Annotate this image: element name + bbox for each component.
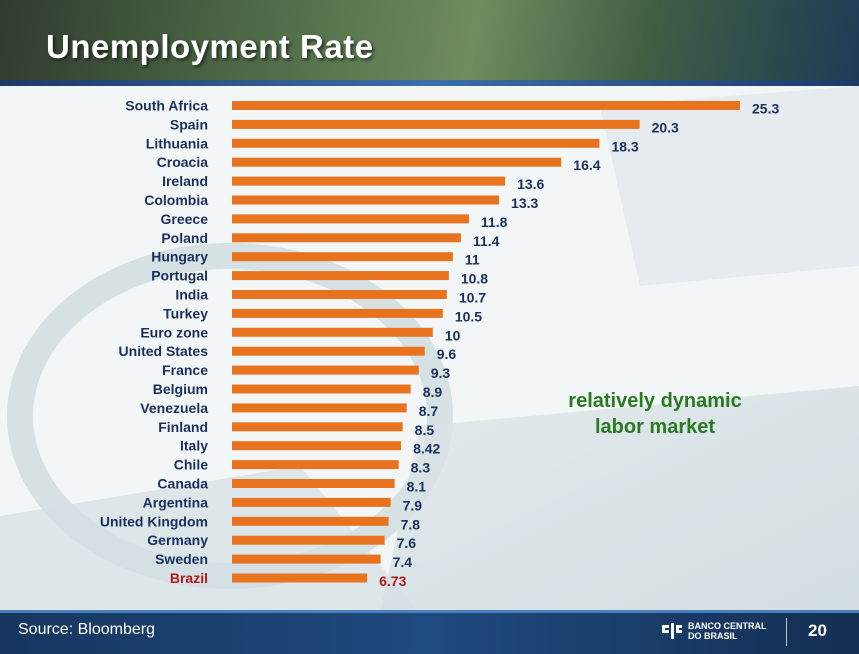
- bar: [232, 479, 395, 488]
- bar: [232, 365, 419, 375]
- category-label: Brazil: [170, 570, 208, 586]
- value-label: 13.6: [517, 176, 544, 192]
- brand-line-2: DO BRASIL: [688, 631, 738, 641]
- footer-band: Source: Bloomberg BANCO CENTRAL DO BRASI…: [0, 610, 859, 654]
- value-label: 7.8: [401, 516, 421, 532]
- value-label: 10.7: [459, 290, 486, 306]
- value-label: 8.3: [411, 460, 431, 476]
- category-label: Italy: [180, 438, 208, 454]
- category-label: Canada: [157, 476, 208, 492]
- annotation-line-2: labor market: [594, 416, 716, 438]
- value-label: 11.4: [473, 233, 500, 249]
- value-label: 18.3: [611, 138, 638, 154]
- category-label: Euro zone: [140, 324, 208, 340]
- value-label: 20.3: [652, 119, 679, 135]
- page-number: 20: [808, 621, 827, 640]
- bar: [232, 252, 453, 262]
- value-label: 8.7: [419, 403, 439, 419]
- value-label: 7.9: [403, 497, 423, 513]
- bar: [232, 271, 449, 281]
- bar: [232, 554, 381, 564]
- bar: [232, 101, 740, 110]
- value-label: 13.3: [511, 195, 538, 211]
- category-label: Croacia: [157, 154, 209, 170]
- bar: [232, 157, 562, 167]
- bar: [232, 460, 399, 470]
- category-label: Venezuela: [140, 400, 208, 416]
- bar: [232, 176, 506, 186]
- value-label: 9.3: [431, 365, 451, 381]
- value-label: 8.9: [423, 384, 443, 400]
- value-label: 10: [445, 327, 461, 343]
- bar: [232, 403, 407, 413]
- bar: [232, 497, 391, 507]
- bar: [232, 308, 443, 318]
- category-label: India: [175, 287, 208, 303]
- bar: [232, 290, 447, 299]
- category-label: Greece: [161, 211, 209, 227]
- category-label: Belgium: [153, 381, 208, 397]
- category-label: Sweden: [155, 551, 208, 567]
- bar: [232, 195, 500, 205]
- footer-divider: [786, 618, 787, 646]
- value-label: 25.3: [752, 101, 779, 117]
- category-label: Spain: [170, 116, 208, 132]
- value-label: 10.8: [461, 271, 488, 287]
- header-band: Unemployment Rate: [0, 0, 859, 86]
- value-label: 6.73: [379, 573, 406, 589]
- category-label: Colombia: [144, 192, 208, 208]
- slide-title: Unemployment Rate: [46, 28, 374, 65]
- brand-name: BANCO CENTRAL DO BRASIL: [688, 621, 767, 641]
- value-label: 7.6: [397, 535, 417, 551]
- bar: [232, 233, 461, 243]
- bar: [232, 327, 433, 337]
- category-label: Chile: [174, 457, 208, 473]
- category-label: United States: [119, 343, 209, 359]
- bar: [232, 535, 385, 545]
- category-label: Germany: [147, 532, 208, 548]
- category-label: South Africa: [125, 98, 208, 114]
- category-label: Ireland: [162, 173, 208, 189]
- annotation-line-1: relatively dynamic: [568, 390, 742, 412]
- value-label: 7.4: [393, 554, 413, 570]
- bar: [232, 422, 403, 432]
- value-label: 11: [465, 252, 480, 268]
- category-label: Finland: [158, 419, 208, 435]
- category-label: Hungary: [151, 249, 208, 265]
- chart-annotation: relatively dynamic labor market: [540, 388, 770, 440]
- bar: [232, 384, 411, 394]
- category-label: Argentina: [143, 494, 209, 510]
- bar: [232, 441, 402, 451]
- category-label: Turkey: [163, 305, 208, 321]
- bar: [232, 119, 640, 129]
- category-label: Lithuania: [146, 135, 208, 151]
- source-note: Source: Bloomberg: [18, 621, 155, 638]
- banco-central-logo-icon: [662, 623, 682, 639]
- value-label: 9.6: [437, 346, 457, 362]
- value-label: 8.42: [413, 441, 440, 457]
- value-label: 11.8: [481, 214, 508, 230]
- bank-logo: BANCO CENTRAL DO BRASIL: [660, 619, 780, 645]
- category-label: Poland: [161, 230, 208, 246]
- category-label: United Kingdom: [100, 513, 208, 529]
- value-label: 8.1: [407, 479, 427, 495]
- bar: [232, 214, 469, 224]
- value-label: 8.5: [415, 422, 435, 438]
- category-label: Portugal: [151, 268, 208, 284]
- brand-line-1: BANCO CENTRAL: [688, 621, 767, 631]
- bar: [232, 138, 600, 148]
- value-label: 10.5: [455, 308, 482, 324]
- value-label: 16.4: [573, 157, 600, 173]
- category-label: France: [162, 362, 208, 378]
- bar: [232, 516, 389, 526]
- bar: [232, 346, 425, 356]
- bar: [232, 573, 368, 583]
